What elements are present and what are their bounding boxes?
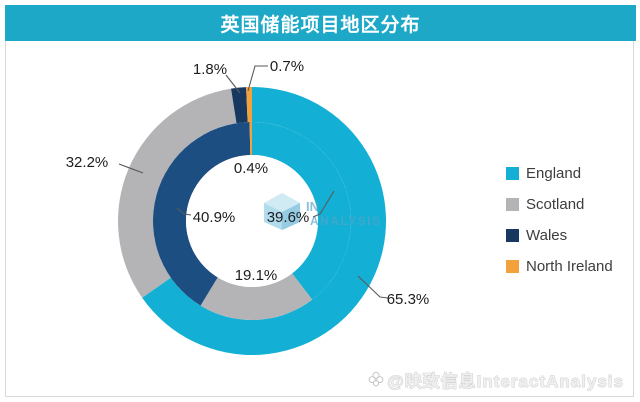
- legend-label-scotland: Scotland: [526, 196, 585, 213]
- donut-segment-inner-ring-north-ireland: [249, 122, 252, 156]
- donut-center: [186, 155, 318, 287]
- page-title: 英国储能项目地区分布: [220, 14, 421, 36]
- donut-segment-inner-ring-england: [252, 122, 351, 300]
- legend-label-wales: Wales: [526, 227, 568, 244]
- donut-segment-inner-ring-wales: [153, 122, 251, 306]
- data-label: 0.4%: [234, 160, 268, 177]
- data-label: 19.1%: [235, 267, 278, 284]
- legend-item-scotland: Scotland: [506, 196, 613, 213]
- leader-line: [357, 275, 389, 299]
- legend-swatch-england: [506, 167, 519, 180]
- logo-text-line2: ANALYSIS: [310, 214, 382, 228]
- donut-segment-inner-ring-scotland: [200, 273, 313, 320]
- legend-swatch-wales: [506, 229, 519, 242]
- clover-logo-icon: [368, 371, 384, 387]
- data-label: 1.8%: [193, 61, 227, 78]
- leader-line: [247, 65, 268, 92]
- leader-line: [118, 163, 144, 174]
- legend-item-north-ireland: North Ireland: [506, 258, 613, 275]
- donut-segment-outer-ring-wales: [231, 87, 248, 124]
- data-label: 0.7%: [270, 58, 304, 75]
- leader-line: [176, 207, 192, 216]
- legend-label-north-ireland: North Ireland: [526, 258, 613, 275]
- donut-segment-outer-ring-north-ireland: [246, 87, 252, 123]
- data-label: 32.2%: [66, 154, 109, 171]
- legend: England Scotland Wales North Ireland: [506, 165, 613, 290]
- logo-cube-right-face: [282, 203, 300, 230]
- bottom-watermark: @映致信息InteractAnalysis: [368, 366, 624, 392]
- logo-text-line1: IN: [306, 199, 319, 214]
- logo-cube-top-face: [264, 193, 300, 212]
- data-label: 65.3%: [387, 291, 430, 308]
- title-bar: 英国储能项目地区分布: [5, 5, 636, 41]
- legend-label-england: England: [526, 165, 582, 182]
- leader-line: [312, 190, 335, 218]
- data-label: 40.9%: [193, 209, 236, 226]
- data-label: 39.6%: [267, 209, 310, 226]
- legend-swatch-scotland: [506, 198, 519, 211]
- legend-item-england: England: [506, 165, 613, 182]
- donut-segment-outer-ring-england: [142, 87, 386, 355]
- donut-segment-outer-ring-scotland: [117, 88, 237, 298]
- legend-item-wales: Wales: [506, 227, 613, 244]
- leader-line: [225, 74, 241, 94]
- watermark-text: @映致信息InteractAnalysis: [387, 371, 624, 391]
- legend-swatch-north-ireland: [506, 260, 519, 273]
